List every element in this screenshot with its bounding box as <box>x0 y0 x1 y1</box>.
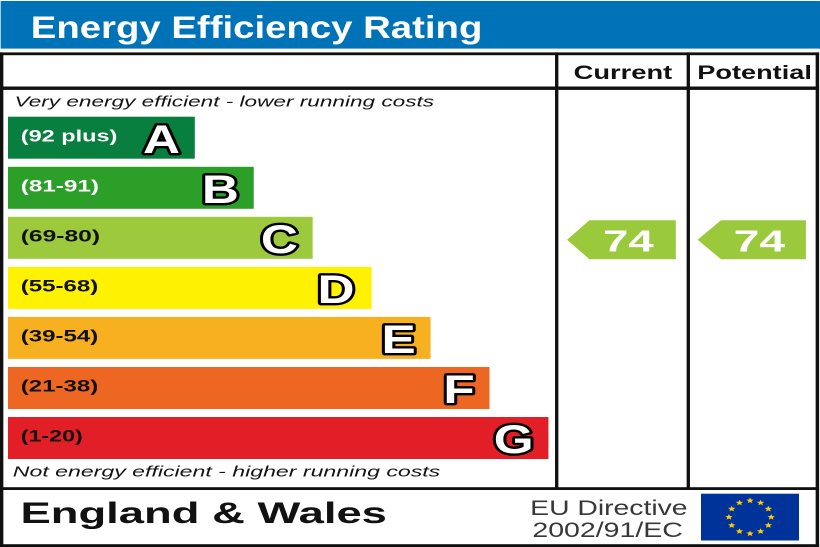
svg-text:Very energy efficient - lower: Very energy efficient - lower running co… <box>14 93 434 110</box>
svg-text:EU Directive: EU Directive <box>530 497 687 520</box>
svg-text:A: A <box>143 116 180 161</box>
svg-text:(1-20): (1-20) <box>21 427 83 446</box>
svg-text:D: D <box>318 267 355 312</box>
svg-text:Not energy efficient - higher: Not energy efficient - higher running co… <box>13 463 441 480</box>
svg-text:74: 74 <box>734 223 786 258</box>
svg-text:F: F <box>443 367 474 412</box>
svg-text:74: 74 <box>603 223 654 258</box>
svg-text:Current: Current <box>574 62 673 84</box>
svg-text:(92 plus): (92 plus) <box>21 127 118 146</box>
svg-text:Energy Efficiency Rating: Energy Efficiency Rating <box>31 9 483 45</box>
svg-text:C: C <box>261 216 298 261</box>
svg-text:(21-38): (21-38) <box>21 377 99 396</box>
svg-text:England & Wales: England & Wales <box>20 497 386 530</box>
svg-text:E: E <box>382 317 416 362</box>
svg-text:B: B <box>202 166 239 211</box>
svg-text:(69-80): (69-80) <box>21 227 100 246</box>
svg-text:(39-54): (39-54) <box>21 327 99 346</box>
svg-text:2002/91/EC: 2002/91/EC <box>532 519 683 542</box>
svg-text:Potential: Potential <box>697 62 812 84</box>
svg-text:(55-68): (55-68) <box>21 277 99 296</box>
svg-text:(81-91): (81-91) <box>21 177 99 196</box>
svg-text:G: G <box>494 417 534 462</box>
